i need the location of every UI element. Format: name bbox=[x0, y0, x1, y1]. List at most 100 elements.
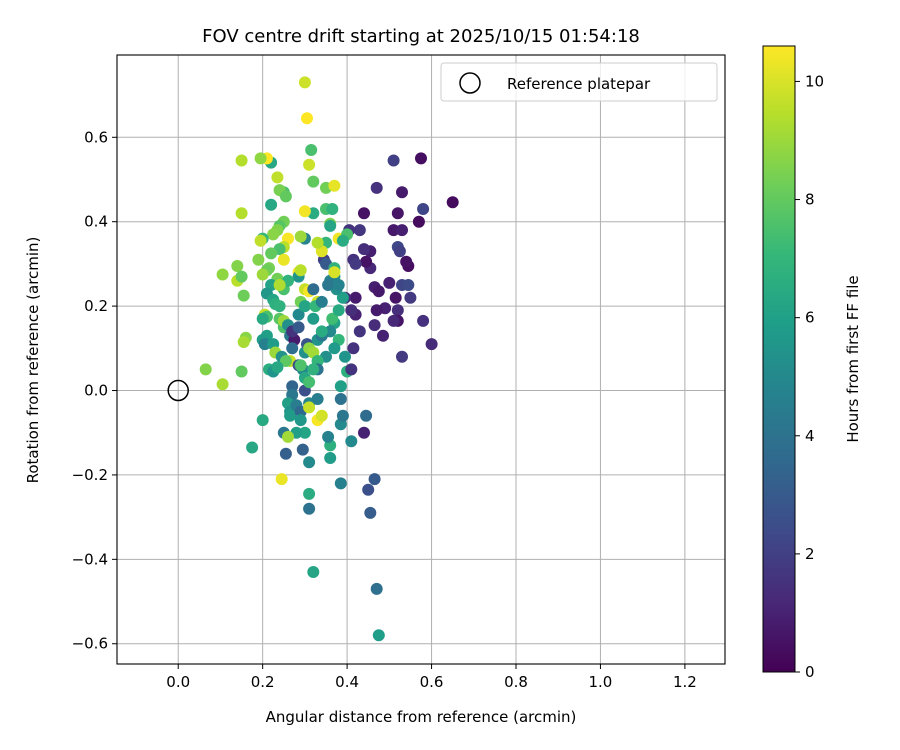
y-tick-label: −0.6 bbox=[72, 635, 108, 653]
data-point bbox=[284, 409, 297, 422]
data-point bbox=[368, 319, 381, 332]
data-point bbox=[412, 215, 425, 228]
data-point bbox=[353, 325, 366, 338]
data-point bbox=[311, 236, 324, 249]
data-point bbox=[364, 506, 377, 519]
data-point bbox=[336, 234, 349, 247]
data-point bbox=[377, 329, 389, 342]
data-point bbox=[370, 181, 383, 194]
data-point bbox=[307, 175, 320, 188]
data-point bbox=[360, 255, 373, 268]
data-point bbox=[391, 304, 404, 317]
data-point bbox=[294, 359, 307, 372]
legend-entry-reference: Reference platepar bbox=[507, 75, 651, 93]
colorbar-ticks: 0 2 4 6 8 10 bbox=[795, 72, 824, 681]
data-point bbox=[370, 304, 383, 317]
data-point bbox=[362, 483, 375, 496]
data-point bbox=[246, 441, 259, 454]
data-point bbox=[216, 268, 229, 281]
data-point bbox=[372, 629, 385, 642]
data-point bbox=[324, 219, 337, 232]
data-point bbox=[271, 171, 284, 184]
data-point bbox=[294, 414, 307, 427]
data-point bbox=[303, 158, 316, 171]
data-point bbox=[417, 314, 430, 327]
data-point bbox=[372, 285, 385, 298]
data-point bbox=[328, 179, 341, 192]
colorbar-frame bbox=[762, 45, 796, 673]
data-point bbox=[265, 247, 278, 260]
data-point bbox=[322, 430, 335, 443]
data-point bbox=[258, 338, 271, 351]
data-point bbox=[311, 393, 324, 405]
data-point bbox=[353, 224, 366, 237]
data-point bbox=[326, 203, 339, 215]
data-point bbox=[303, 487, 316, 500]
data-point bbox=[315, 325, 328, 338]
data-point bbox=[279, 190, 292, 203]
data-point bbox=[231, 260, 244, 272]
data-point bbox=[360, 409, 373, 422]
data-point bbox=[307, 312, 320, 325]
data-point bbox=[387, 314, 400, 327]
data-point bbox=[332, 279, 345, 291]
data-point bbox=[294, 230, 307, 243]
data-point bbox=[358, 243, 370, 256]
data-point bbox=[389, 291, 402, 304]
y-axis-ticks: −0.6 −0.4 −0.2 0.0 0.2 0.4 0.6 bbox=[72, 128, 117, 653]
data-point bbox=[334, 477, 347, 490]
x-tick-label: 0.6 bbox=[420, 673, 444, 691]
data-point bbox=[324, 452, 337, 464]
data-point bbox=[396, 224, 408, 237]
data-point bbox=[265, 198, 278, 211]
data-point bbox=[256, 268, 269, 281]
plot-frame bbox=[116, 54, 726, 665]
y-tick-label: −0.4 bbox=[72, 550, 108, 568]
data-point bbox=[400, 255, 413, 268]
data-point bbox=[305, 144, 318, 156]
data-point bbox=[237, 336, 250, 348]
data-point bbox=[235, 365, 248, 378]
data-point bbox=[345, 435, 358, 448]
colorbar-tick-label: 4 bbox=[805, 427, 815, 445]
data-point bbox=[279, 447, 292, 460]
colorbar-tick-label: 6 bbox=[805, 309, 815, 327]
data-point bbox=[303, 456, 316, 469]
data-point bbox=[368, 473, 381, 486]
data-point bbox=[298, 300, 311, 313]
data-point bbox=[307, 283, 320, 296]
data-point bbox=[271, 361, 284, 374]
data-point bbox=[303, 401, 316, 414]
data-point bbox=[383, 276, 396, 289]
data-point bbox=[298, 426, 311, 439]
data-point bbox=[235, 154, 248, 167]
data-point bbox=[402, 279, 415, 291]
data-point bbox=[387, 154, 400, 167]
colorbar-fill bbox=[763, 46, 795, 672]
data-point bbox=[256, 312, 269, 325]
reference-marker-layer bbox=[167, 379, 189, 402]
data-point bbox=[349, 257, 362, 270]
data-point bbox=[292, 308, 305, 321]
data-point bbox=[315, 409, 328, 422]
data-point bbox=[298, 205, 311, 218]
data-point bbox=[277, 253, 290, 266]
x-tick-label: 1.0 bbox=[589, 673, 613, 691]
reference-platepar-marker bbox=[167, 379, 189, 402]
x-axis-ticks: 0.0 0.2 0.4 0.6 0.8 1.0 1.2 bbox=[166, 664, 697, 691]
data-point bbox=[286, 380, 299, 393]
data-point bbox=[336, 291, 349, 304]
data-point bbox=[391, 207, 404, 220]
y-tick-label: 0.2 bbox=[84, 297, 108, 315]
colorbar-tick-label: 0 bbox=[805, 663, 815, 681]
data-point bbox=[273, 300, 286, 313]
data-point bbox=[267, 228, 280, 241]
data-point bbox=[347, 342, 360, 355]
data-point bbox=[396, 350, 408, 363]
y-tick-label: 0.0 bbox=[84, 382, 108, 400]
legend[interactable]: Reference platepar bbox=[440, 62, 718, 102]
data-point bbox=[393, 245, 406, 258]
y-tick-label: −0.2 bbox=[72, 466, 108, 484]
data-point bbox=[339, 350, 351, 363]
